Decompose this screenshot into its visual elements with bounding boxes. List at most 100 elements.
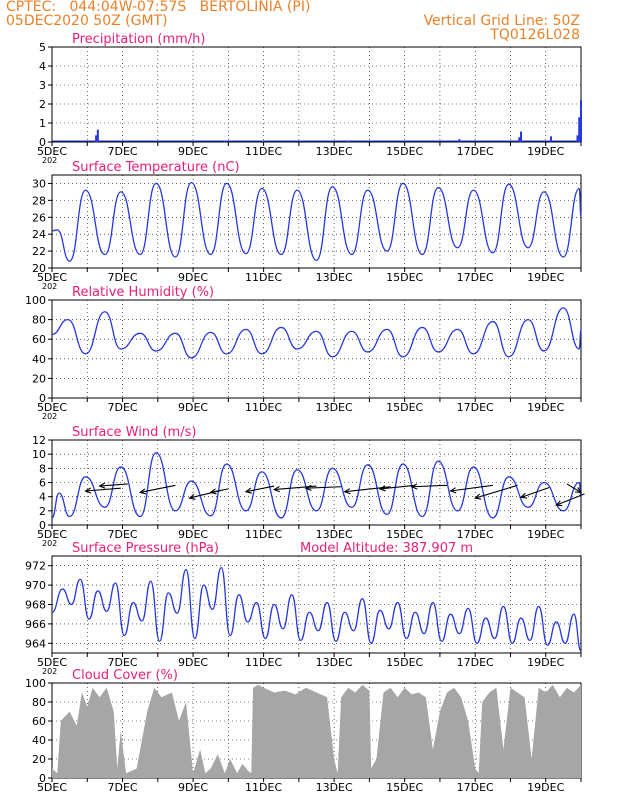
wind-arrow-head [272, 486, 280, 493]
wind-xtick-label: 13DEC [316, 528, 353, 541]
wind-arrow-head [519, 492, 528, 499]
humidity-xtick-label: 5DEC [37, 401, 67, 414]
precip-title: Precipitation (mm/h) [72, 32, 205, 47]
precipitation-bar [580, 100, 582, 142]
temp-xtick-label: 7DEC [107, 271, 137, 284]
wind-ytick-label: 4 [39, 491, 46, 504]
wind-arrow-head [555, 500, 563, 507]
cloud-ytick-label: 0 [39, 772, 46, 785]
wind-arrow-shaft [245, 485, 275, 493]
wind-arrow-head [304, 484, 312, 492]
wind-ytick-label: 8 [39, 462, 46, 475]
cloud-title: Cloud Cover (%) [72, 668, 178, 683]
precipitation-bar [95, 135, 98, 142]
wind-arrow-shaft [210, 488, 229, 493]
humidity-title: Relative Humidity (%) [72, 285, 214, 300]
pressure-xtick-label: 5DEC [37, 656, 67, 669]
wind-arrow-shaft [99, 483, 128, 487]
precipitation-bar [96, 129, 99, 142]
humidity-panel: 0 20 40 60 80 100 5DEC 7DEC 9DEC 11DEC 13DEC 15DEC 1… [25, 285, 582, 421]
wind-ytick-label: 10 [32, 448, 46, 461]
wind-arrow-head [343, 488, 351, 495]
cloud-xtick-label: 15DEC [386, 781, 423, 794]
cloud-ytick-label: 40 [32, 734, 46, 747]
humidity-ytick-label: 20 [32, 372, 46, 385]
precip-ytick-label: 0 [39, 136, 46, 149]
wind-arrow-head [410, 483, 418, 490]
humidity-ytick-label: 0 [39, 392, 46, 405]
pressure-series-line [51, 566, 582, 652]
precipitation-bar [262, 141, 265, 142]
precip-xtick-label: 19DEC [527, 145, 564, 158]
wind-arrow-shaft [305, 486, 342, 489]
humidity-xtick-label: 17DEC [457, 401, 494, 414]
pressure-ytick-label: 966 [25, 618, 46, 631]
precip-ytick-label: 3 [39, 79, 46, 92]
wind-xtick-label: 7DEC [107, 528, 137, 541]
wind-arrow-head [244, 487, 252, 494]
wind-arrow-shaft [140, 484, 176, 493]
wind-xtick-label: 15DEC [386, 528, 423, 541]
pressure-ytick-label: 964 [25, 637, 46, 650]
cloud-xtick-label: 13DEC [316, 781, 353, 794]
wind-ytick-label: 2 [39, 505, 46, 518]
wind-arrow-head [209, 488, 217, 495]
humidity-xtick-label: 11DEC [245, 401, 282, 414]
precip-ytick-label: 4 [39, 60, 46, 73]
wind-series-line [51, 452, 582, 519]
pressure-xtick-label: 13DEC [316, 656, 353, 669]
precip-xtick-label: 9DEC [178, 145, 208, 158]
humidity-xtick-label: 13DEC [316, 401, 353, 414]
wind-arrow-shaft [566, 483, 582, 493]
cloud-panel: 0 20 40 60 80 100 5DEC 7DEC 9DEC 11DEC 13DEC 15DEC 1… [25, 668, 582, 794]
wind-arrow-head [449, 487, 457, 494]
precipitation-bar [576, 135, 579, 142]
precipitation-bar [223, 141, 226, 142]
temp-series-line [51, 181, 582, 262]
precipitation-bar [578, 117, 581, 142]
temp-xtick-label: 11DEC [245, 271, 282, 284]
precip-panel: 0 1 2 3 4 5 5DEC 7DEC 9DEC 11DEC 13DEC 15DEC 17DEC 19… [37, 32, 582, 165]
pressure-ytick-label: 970 [25, 579, 46, 592]
temp-xtick-label: 17DEC [457, 271, 494, 284]
cloud-xtick-label: 7DEC [107, 781, 137, 794]
temp-panel: 20 22 24 26 28 30 5DEC 7DEC 9DEC 11DEC 13DEC 15DEC 1… [32, 160, 582, 291]
humidity-ytick-label: 100 [25, 294, 46, 307]
temp-xtick-label: 5DEC [37, 271, 67, 284]
pressure-xtick-label: 9DEC [178, 656, 208, 669]
precipitation-bar [550, 136, 553, 142]
humidity-year-fragment: 202 [42, 412, 57, 421]
temp-xtick-label: 19DEC [527, 271, 564, 284]
wind-arrow-head [188, 493, 196, 500]
header-grid-note: Vertical Grid Line: 50Z [423, 13, 580, 29]
humidity-xtick-label: 9DEC [178, 401, 208, 414]
wind-arrow-head [473, 493, 482, 500]
temp-ytick-label: 28 [32, 194, 46, 207]
cloud-xtick-label: 9DEC [178, 781, 208, 794]
wind-year-fragment: 202 [42, 539, 57, 548]
cloud-xtick-label: 17DEC [457, 781, 494, 794]
precip-xtick-label: 13DEC [316, 145, 353, 158]
header-station: CPTEC: 044:04W-07:57S BERTOLINIA (PI) [6, 0, 311, 15]
precipitation-bar [347, 141, 350, 142]
temp-title: Surface Temperature (nC) [72, 160, 240, 175]
wind-arrow-head [98, 482, 106, 489]
wind-arrow-shaft [520, 486, 550, 498]
wind-xtick-label: 17DEC [457, 528, 494, 541]
pressure-panel: 964 966 968 970 972 5DEC 7DEC 9DEC 11DEC 13DEC 15D… [25, 541, 582, 676]
precip-frame [51, 46, 582, 143]
wind-xtick-label: 5DEC [37, 528, 67, 541]
wind-arrow-shaft [411, 484, 448, 488]
precip-ytick-label: 2 [39, 98, 46, 111]
cloud-cover-area [52, 684, 581, 778]
humidity-xtick-label: 19DEC [527, 401, 564, 414]
pressure-ytick-label: 968 [25, 599, 46, 612]
wind-ytick-label: 0 [39, 519, 46, 532]
temp-xtick-label: 15DEC [386, 271, 423, 284]
humidity-xtick-label: 15DEC [386, 401, 423, 414]
precip-xtick-label: 15DEC [386, 145, 423, 158]
cloud-ytick-label: 80 [32, 696, 46, 709]
wind-arrow-shaft [475, 484, 518, 499]
